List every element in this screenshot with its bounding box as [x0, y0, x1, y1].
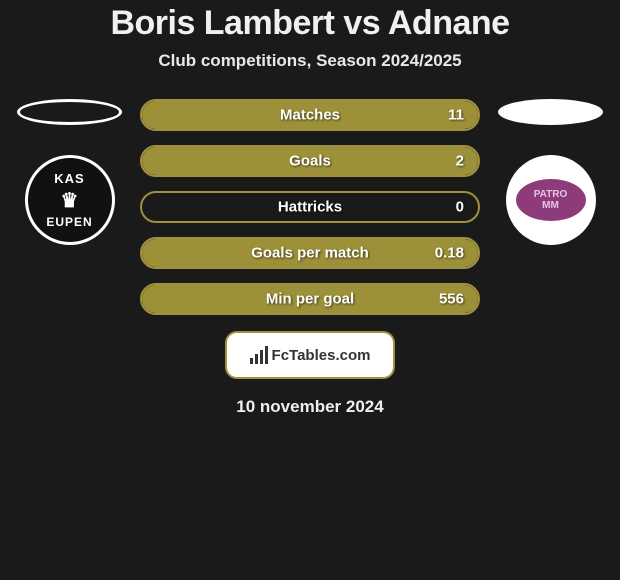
date-text: 10 november 2024: [236, 397, 383, 417]
badge-text-eupen: EUPEN: [46, 215, 92, 229]
stat-value: 2: [456, 153, 464, 170]
stat-label: Matches: [280, 107, 340, 124]
stat-row: Hattricks 0: [140, 191, 480, 223]
stat-row: Matches 11: [140, 99, 480, 131]
left-team-badge: KAS ♛ EUPEN: [25, 155, 115, 245]
left-side: KAS ♛ EUPEN: [17, 99, 122, 245]
page-title: Boris Lambert vs Adnane: [0, 4, 620, 43]
stat-label: Goals per match: [251, 245, 369, 262]
shield-icon: ♛: [61, 188, 79, 213]
stat-label: Min per goal: [266, 291, 354, 308]
stat-row: Goals per match 0.18: [140, 237, 480, 269]
right-ellipse-icon: [498, 99, 603, 125]
patro-inner: PATRO MM: [516, 179, 586, 221]
stat-value: 11: [448, 107, 464, 124]
left-ellipse-icon: [17, 99, 122, 125]
brand-text: FcTables.com: [272, 347, 371, 364]
stats-column: Matches 11 Goals 2 Hattricks 0 Goals per match…: [140, 99, 480, 315]
right-side: PATRO MM: [498, 99, 603, 245]
subtitle: Club competitions, Season 2024/2025: [0, 51, 620, 71]
stat-row: Goals 2: [140, 145, 480, 177]
brand-box[interactable]: FcTables.com: [225, 331, 395, 379]
bar-chart-icon: [250, 346, 268, 364]
content-row: KAS ♛ EUPEN Matches 11 Goals 2 Hattricks 0 Goa…: [0, 99, 620, 315]
stat-value: 0: [456, 199, 464, 216]
stat-label: Hattricks: [278, 199, 342, 216]
stat-value: 556: [439, 291, 464, 308]
patro-line2: MM: [542, 200, 559, 211]
footer: FcTables.com 10 november 2024: [0, 331, 620, 417]
stat-value: 0.18: [435, 245, 464, 262]
right-team-badge: PATRO MM: [506, 155, 596, 245]
patro-line1: PATRO: [534, 189, 568, 200]
stat-row: Min per goal 556: [140, 283, 480, 315]
comparison-infographic: Boris Lambert vs Adnane Club competition…: [0, 0, 620, 417]
badge-text-kas: KAS: [54, 171, 84, 186]
stat-label: Goals: [289, 153, 331, 170]
